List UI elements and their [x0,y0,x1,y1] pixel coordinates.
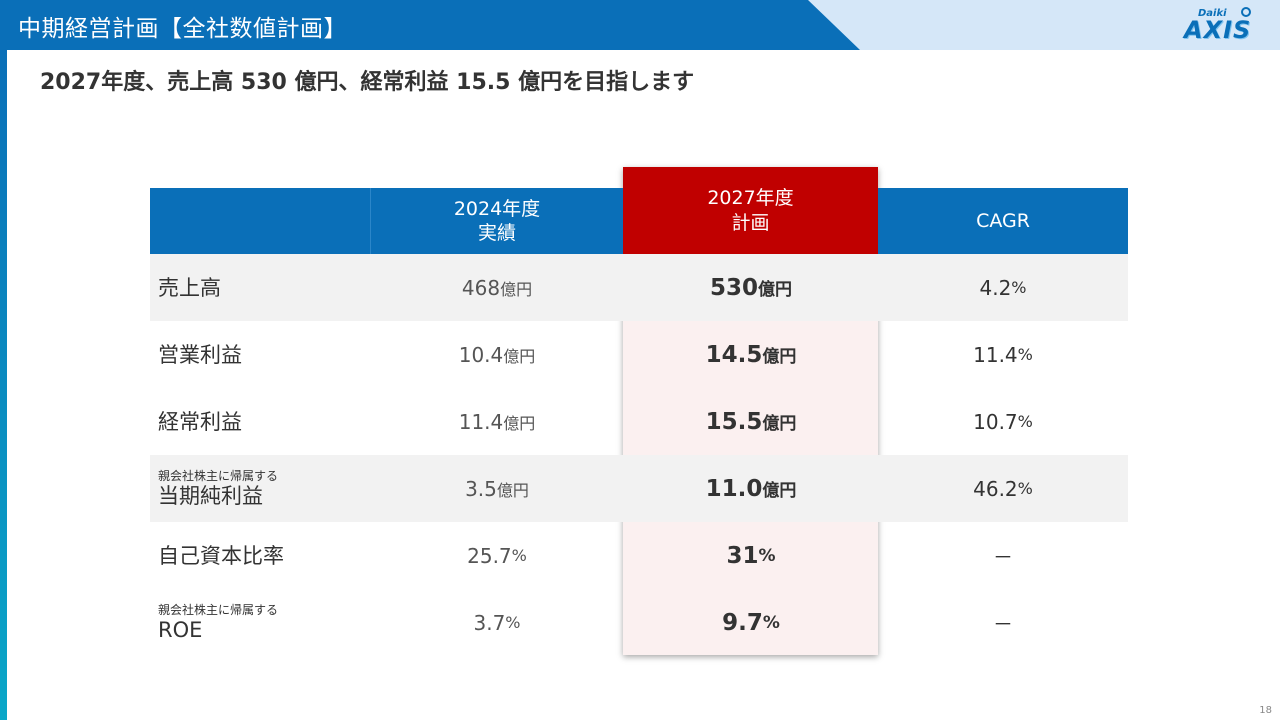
row-note: 親会社株主に帰属する [158,602,279,617]
header-plan: 2027年度 計画 [623,167,878,254]
cagr-value: － [993,545,1013,569]
table-row: 売上高 468 億円 530 億円 4.2% [150,254,1128,321]
table-row: 親会社株主に帰属する ROE 3.7% 9.7% － [150,589,1128,656]
page-number: 18 [1259,705,1272,716]
plan-value: 15.5 億円 [705,408,797,435]
plan-value: 11.0 億円 [705,475,797,502]
plan-value: 31% [726,542,776,569]
cagr-value: 11.4% [973,342,1033,367]
row-label: 親会社株主に帰属する 当期純利益 [158,468,279,508]
plan-value: 9.7% [722,609,780,636]
row-label: 営業利益 [158,342,242,367]
header-cagr-label: CAGR [976,210,1030,232]
plan-value: 14.5 億円 [705,341,797,368]
row-label: 経常利益 [158,409,242,434]
row-label: 親会社株主に帰属する ROE [158,602,279,642]
row-label: 自己資本比率 [158,543,284,568]
header-actual: 2024年度 実績 [370,188,624,254]
cagr-value: 4.2% [979,275,1027,300]
actual-value: 3.7% [473,610,521,635]
plan-value: 530 億円 [709,274,792,301]
table-row: 自己資本比率 25.7% 31% － [150,522,1128,589]
actual-value: 3.5 億円 [465,476,529,501]
logo-big-text: AXIS [1184,16,1252,44]
header-cagr: CAGR [878,188,1128,254]
row-note: 親会社株主に帰属する [158,468,279,483]
left-accent-bar [0,50,7,720]
header-actual-line2: 実績 [477,222,516,244]
header-actual-line1: 2024年度 [453,198,541,220]
company-logo: Daiki AXIS [1184,6,1268,44]
table-row: 経常利益 11.4 億円 15.5 億円 10.7% [150,388,1128,455]
cagr-value: 10.7% [973,409,1033,434]
slide-subtitle: 2027年度、売上高 530 億円、経常利益 15.5 億円を目指します [40,70,695,95]
table-row: 営業利益 10.4 億円 14.5 億円 11.4% [150,321,1128,388]
actual-value: 468 億円 [461,275,533,300]
actual-value: 11.4 億円 [458,409,536,434]
logo-small-text: Daiki [1198,8,1227,19]
page-title: 中期経営計画【全社数値計画】 [18,16,347,42]
cagr-value: 46.2% [973,476,1033,501]
cagr-value: － [993,612,1013,636]
header-divider [370,188,371,254]
actual-value: 25.7% [467,543,527,568]
header-plan-line2: 計画 [731,211,770,234]
header-banner [0,0,860,50]
row-label: 売上高 [158,275,221,300]
actual-value: 10.4 億円 [458,342,536,367]
logo-ring-icon [1241,7,1251,17]
header-plan-line1: 2027年度 [707,186,794,209]
table-row: 親会社株主に帰属する 当期純利益 3.5 億円 11.0 億円 46.2% [150,455,1128,522]
